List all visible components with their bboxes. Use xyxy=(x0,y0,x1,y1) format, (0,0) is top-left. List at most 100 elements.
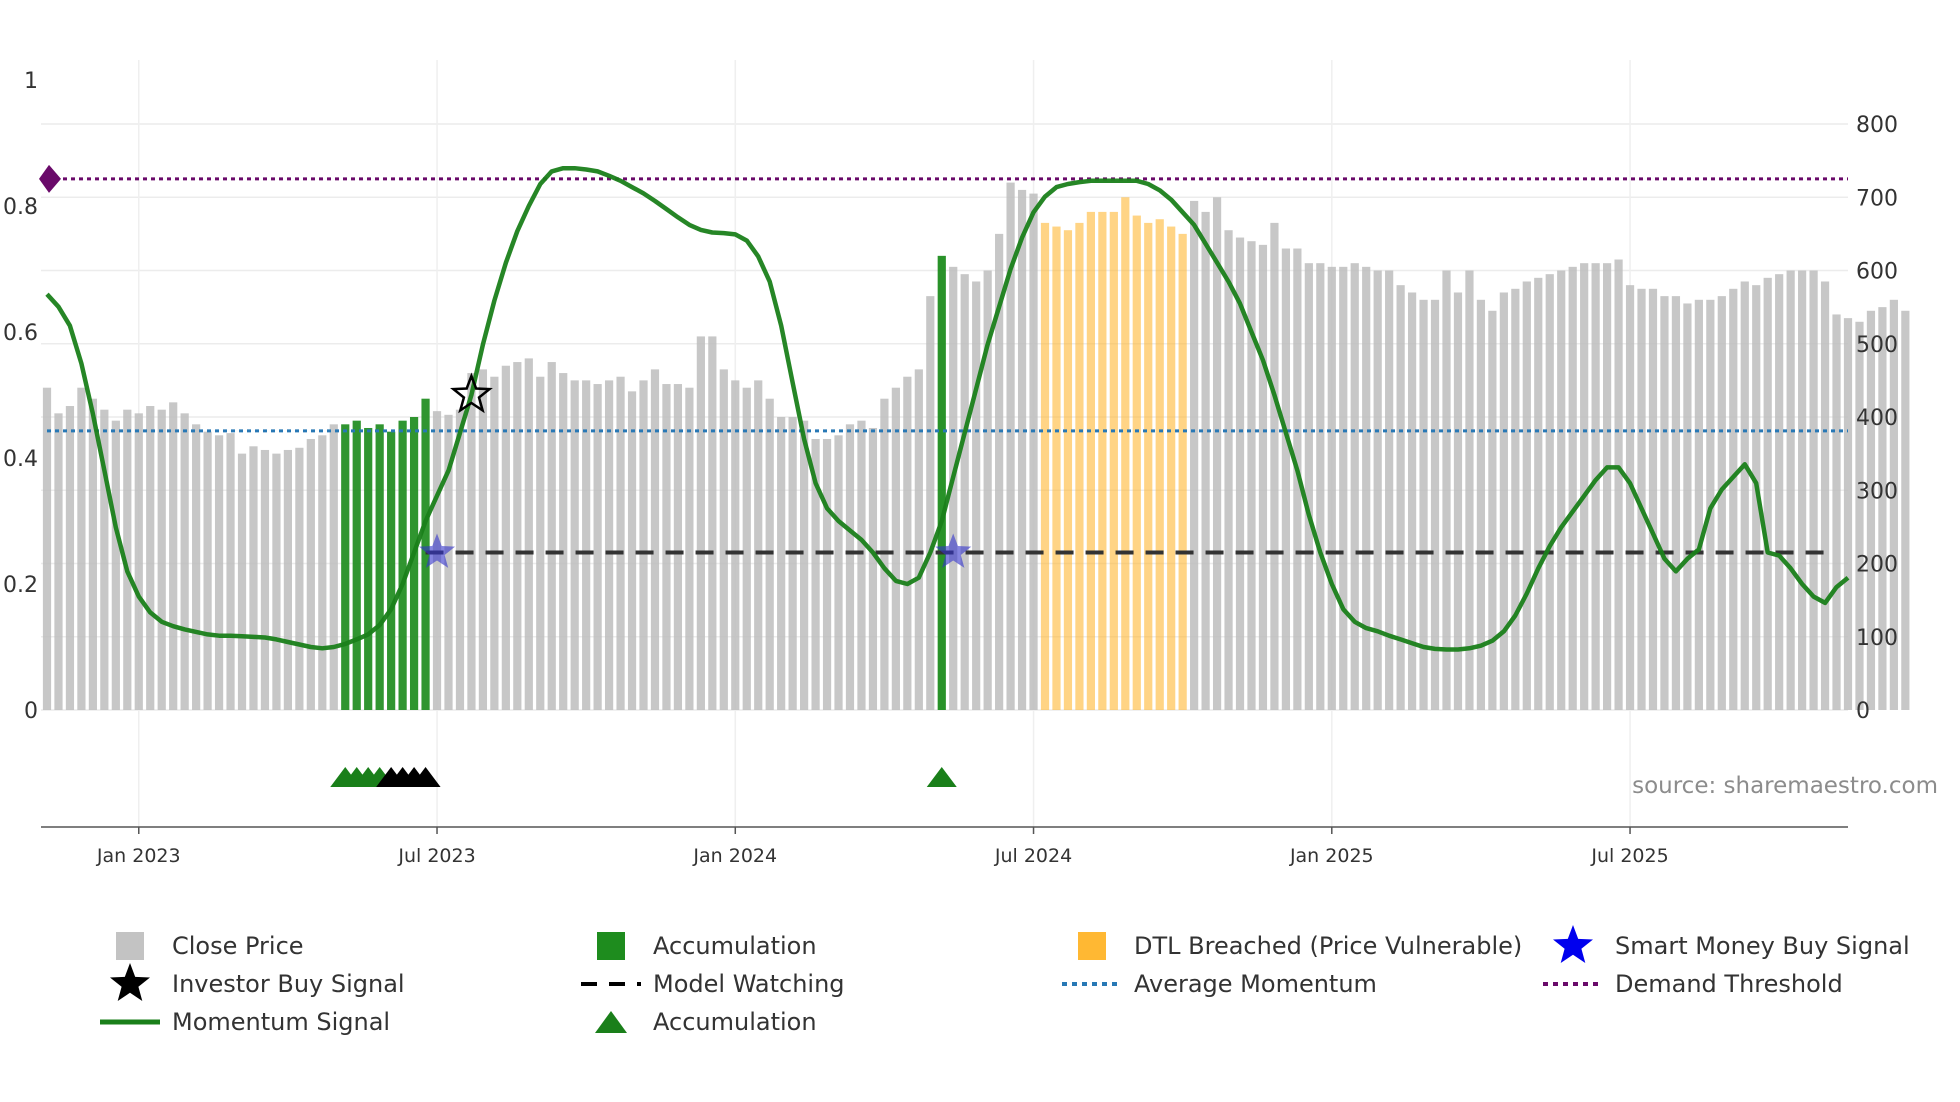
y-right-tick-label: 600 xyxy=(1856,260,1898,285)
close-price-bar xyxy=(891,387,900,710)
close-price-bar xyxy=(111,420,120,710)
close-price-bar xyxy=(1052,226,1061,711)
close-price-bar xyxy=(54,413,63,710)
close-price-bar xyxy=(995,233,1004,710)
close-price-bar xyxy=(1602,263,1612,710)
legend-swatch xyxy=(1078,932,1106,960)
close-price-bar xyxy=(731,380,740,710)
close-price-bar xyxy=(1017,189,1027,711)
close-price-bar xyxy=(1029,193,1038,710)
close-price-bar xyxy=(1121,197,1130,710)
x-tick-label: Jul 2024 xyxy=(994,845,1072,867)
close-price-bar xyxy=(1729,288,1738,710)
close-price-bar xyxy=(341,424,350,710)
close-price-bar xyxy=(467,373,476,710)
x-tick-label: Jul 2025 xyxy=(1590,845,1668,867)
legend-label: Smart Money Buy Signal xyxy=(1615,932,1910,960)
close-price-bar xyxy=(1144,222,1153,710)
legend-swatch xyxy=(116,932,144,960)
close-price-bar xyxy=(1224,230,1233,710)
y-right-tick-label: 500 xyxy=(1856,333,1898,358)
close-price-bar xyxy=(226,433,235,710)
reference-lines xyxy=(39,164,1848,555)
close-price-bar xyxy=(1040,222,1050,710)
close-price-bar xyxy=(1063,230,1073,710)
legend-label: Accumulation xyxy=(653,932,817,960)
close-price-bar xyxy=(1465,270,1474,710)
close-price-bar xyxy=(387,431,396,710)
close-price-bar xyxy=(788,417,797,710)
close-price-bar xyxy=(203,431,212,710)
close-price-bar xyxy=(1889,299,1898,710)
demand-threshold-marker xyxy=(39,164,61,193)
close-price-bar xyxy=(169,402,178,710)
close-price-bar xyxy=(1453,292,1463,710)
close-price-bar xyxy=(1109,211,1118,710)
close-price-bar xyxy=(1075,222,1084,710)
close-price-bar xyxy=(180,413,189,710)
y-left-tick-label: 0.6 xyxy=(3,321,38,346)
close-price-bar xyxy=(1132,215,1141,710)
close-price-bar xyxy=(914,369,923,710)
close-price-bar xyxy=(1775,274,1784,710)
close-price-bar xyxy=(478,369,488,710)
x-tick-label: Jan 2023 xyxy=(96,845,181,867)
close-price-bar xyxy=(1855,321,1864,710)
close-price-bar xyxy=(1362,266,1371,710)
close-price-bar xyxy=(65,406,75,710)
close-price-bar xyxy=(88,398,97,710)
close-price-bar xyxy=(742,387,751,710)
close-price-bar xyxy=(1235,237,1245,710)
y-right-tick-label: 200 xyxy=(1856,553,1898,578)
close-price-bar xyxy=(1270,222,1279,710)
close-price-bar xyxy=(1671,296,1681,710)
close-price-bar xyxy=(1339,266,1348,710)
close-price-bar xyxy=(444,414,453,710)
close-price-bar xyxy=(1258,244,1268,711)
close-price-bar xyxy=(604,380,614,710)
close-price-bar xyxy=(1511,288,1520,710)
momentum-layer xyxy=(45,165,1850,652)
close-price-bar xyxy=(1752,285,1761,710)
close-price-bar xyxy=(1304,263,1313,710)
close-price-bar xyxy=(650,369,660,710)
legend-label: Investor Buy Signal xyxy=(172,970,405,998)
close-price-bar xyxy=(1866,310,1876,710)
close-price-bar xyxy=(1476,299,1486,710)
close-price-bar xyxy=(157,409,166,710)
legend-label: Demand Threshold xyxy=(1615,970,1843,998)
close-price-bar xyxy=(1843,318,1853,710)
close-price-bar xyxy=(1580,263,1589,710)
close-price-bar xyxy=(834,435,843,710)
close-price-bar xyxy=(306,438,315,710)
close-price-bar xyxy=(536,376,545,710)
legend-label: Model Watching xyxy=(653,970,845,998)
close-price-bar xyxy=(364,427,373,710)
close-price-bar xyxy=(1350,263,1359,710)
x-tick-label: Jan 2024 xyxy=(692,845,777,867)
close-price-bar xyxy=(754,380,763,710)
close-price-bar xyxy=(1545,274,1554,710)
close-price-bar xyxy=(398,420,407,710)
close-price-bar xyxy=(1660,296,1669,710)
legend-label: DTL Breached (Price Vulnerable) xyxy=(1134,932,1522,960)
y-left-tick-label: 1 xyxy=(24,69,38,94)
close-price-bar xyxy=(800,420,809,710)
y-left-tick-label: 0.8 xyxy=(3,195,38,220)
close-price-bar xyxy=(1534,277,1543,710)
legend-label: Accumulation xyxy=(653,1008,817,1036)
close-price-bar xyxy=(432,411,442,710)
close-price-bar xyxy=(582,380,591,710)
close-price-bar xyxy=(662,384,671,710)
x-tick-label: Jan 2025 xyxy=(1289,845,1374,867)
close-price-bar xyxy=(1832,314,1841,710)
close-price-bar xyxy=(375,424,384,710)
smart-money-buy-star xyxy=(935,533,972,568)
legend-star-icon xyxy=(110,963,150,1001)
y-right-tick-label: 400 xyxy=(1856,406,1898,431)
close-price-bar xyxy=(1190,200,1199,710)
close-price-bars xyxy=(42,182,1910,711)
close-price-bar xyxy=(1488,310,1497,710)
signal-markers xyxy=(330,372,972,787)
